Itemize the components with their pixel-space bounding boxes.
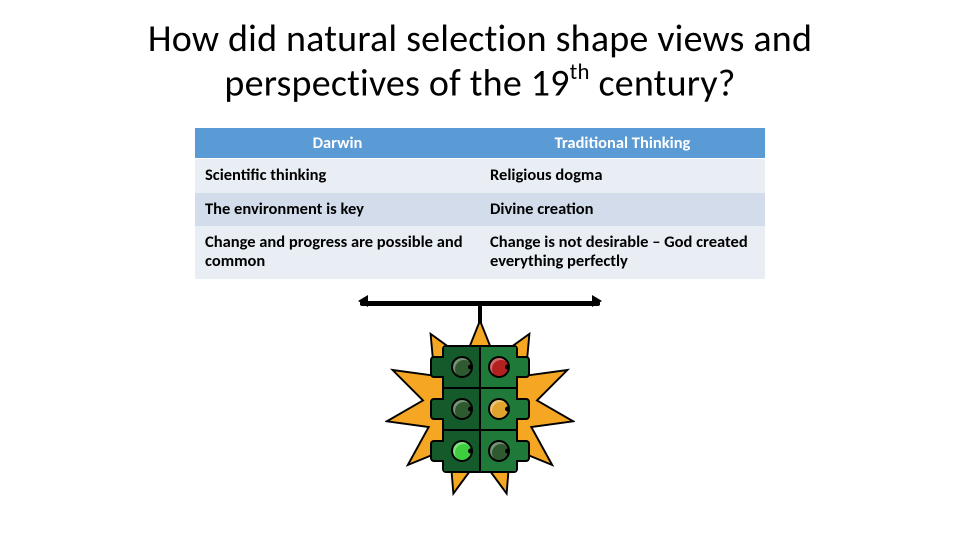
hood: [430, 356, 444, 378]
slide-title: How did natural selection shape views an…: [70, 18, 890, 106]
hood: [430, 440, 444, 462]
col-header-traditional: Traditional Thinking: [480, 128, 765, 159]
red-lens: [488, 356, 510, 378]
cell: Scientific thinking: [195, 159, 480, 193]
cell: Change is not desirable – God created ev…: [480, 226, 765, 279]
title-sup: th: [570, 58, 590, 86]
traffic-light-illustration: [360, 293, 600, 503]
table-row: Change and progress are possible and com…: [195, 226, 765, 279]
title-line-2b: century?: [590, 60, 736, 106]
hood: [516, 440, 530, 462]
hood: [430, 398, 444, 420]
hood: [516, 398, 530, 420]
dim-lens: [488, 440, 510, 462]
dim-lens: [451, 356, 473, 378]
hood: [516, 356, 530, 378]
green-lens: [451, 440, 473, 462]
table-row: The environment is key Divine creation: [195, 193, 765, 226]
title-line-2a: perspectives of the 19: [224, 60, 569, 106]
traffic-light-body: [442, 345, 518, 473]
yellow-lens: [488, 398, 510, 420]
cell: Divine creation: [480, 193, 765, 226]
cell: The environment is key: [195, 193, 480, 226]
col-header-darwin: Darwin: [195, 128, 480, 159]
cell: Religious dogma: [480, 159, 765, 193]
comparison-table: Darwin Traditional Thinking Scientific t…: [195, 128, 765, 279]
dim-lens: [451, 398, 473, 420]
table-row: Scientific thinking Religious dogma: [195, 159, 765, 193]
title-line-1: How did natural selection shape views an…: [148, 16, 812, 62]
cell: Change and progress are possible and com…: [195, 226, 480, 279]
